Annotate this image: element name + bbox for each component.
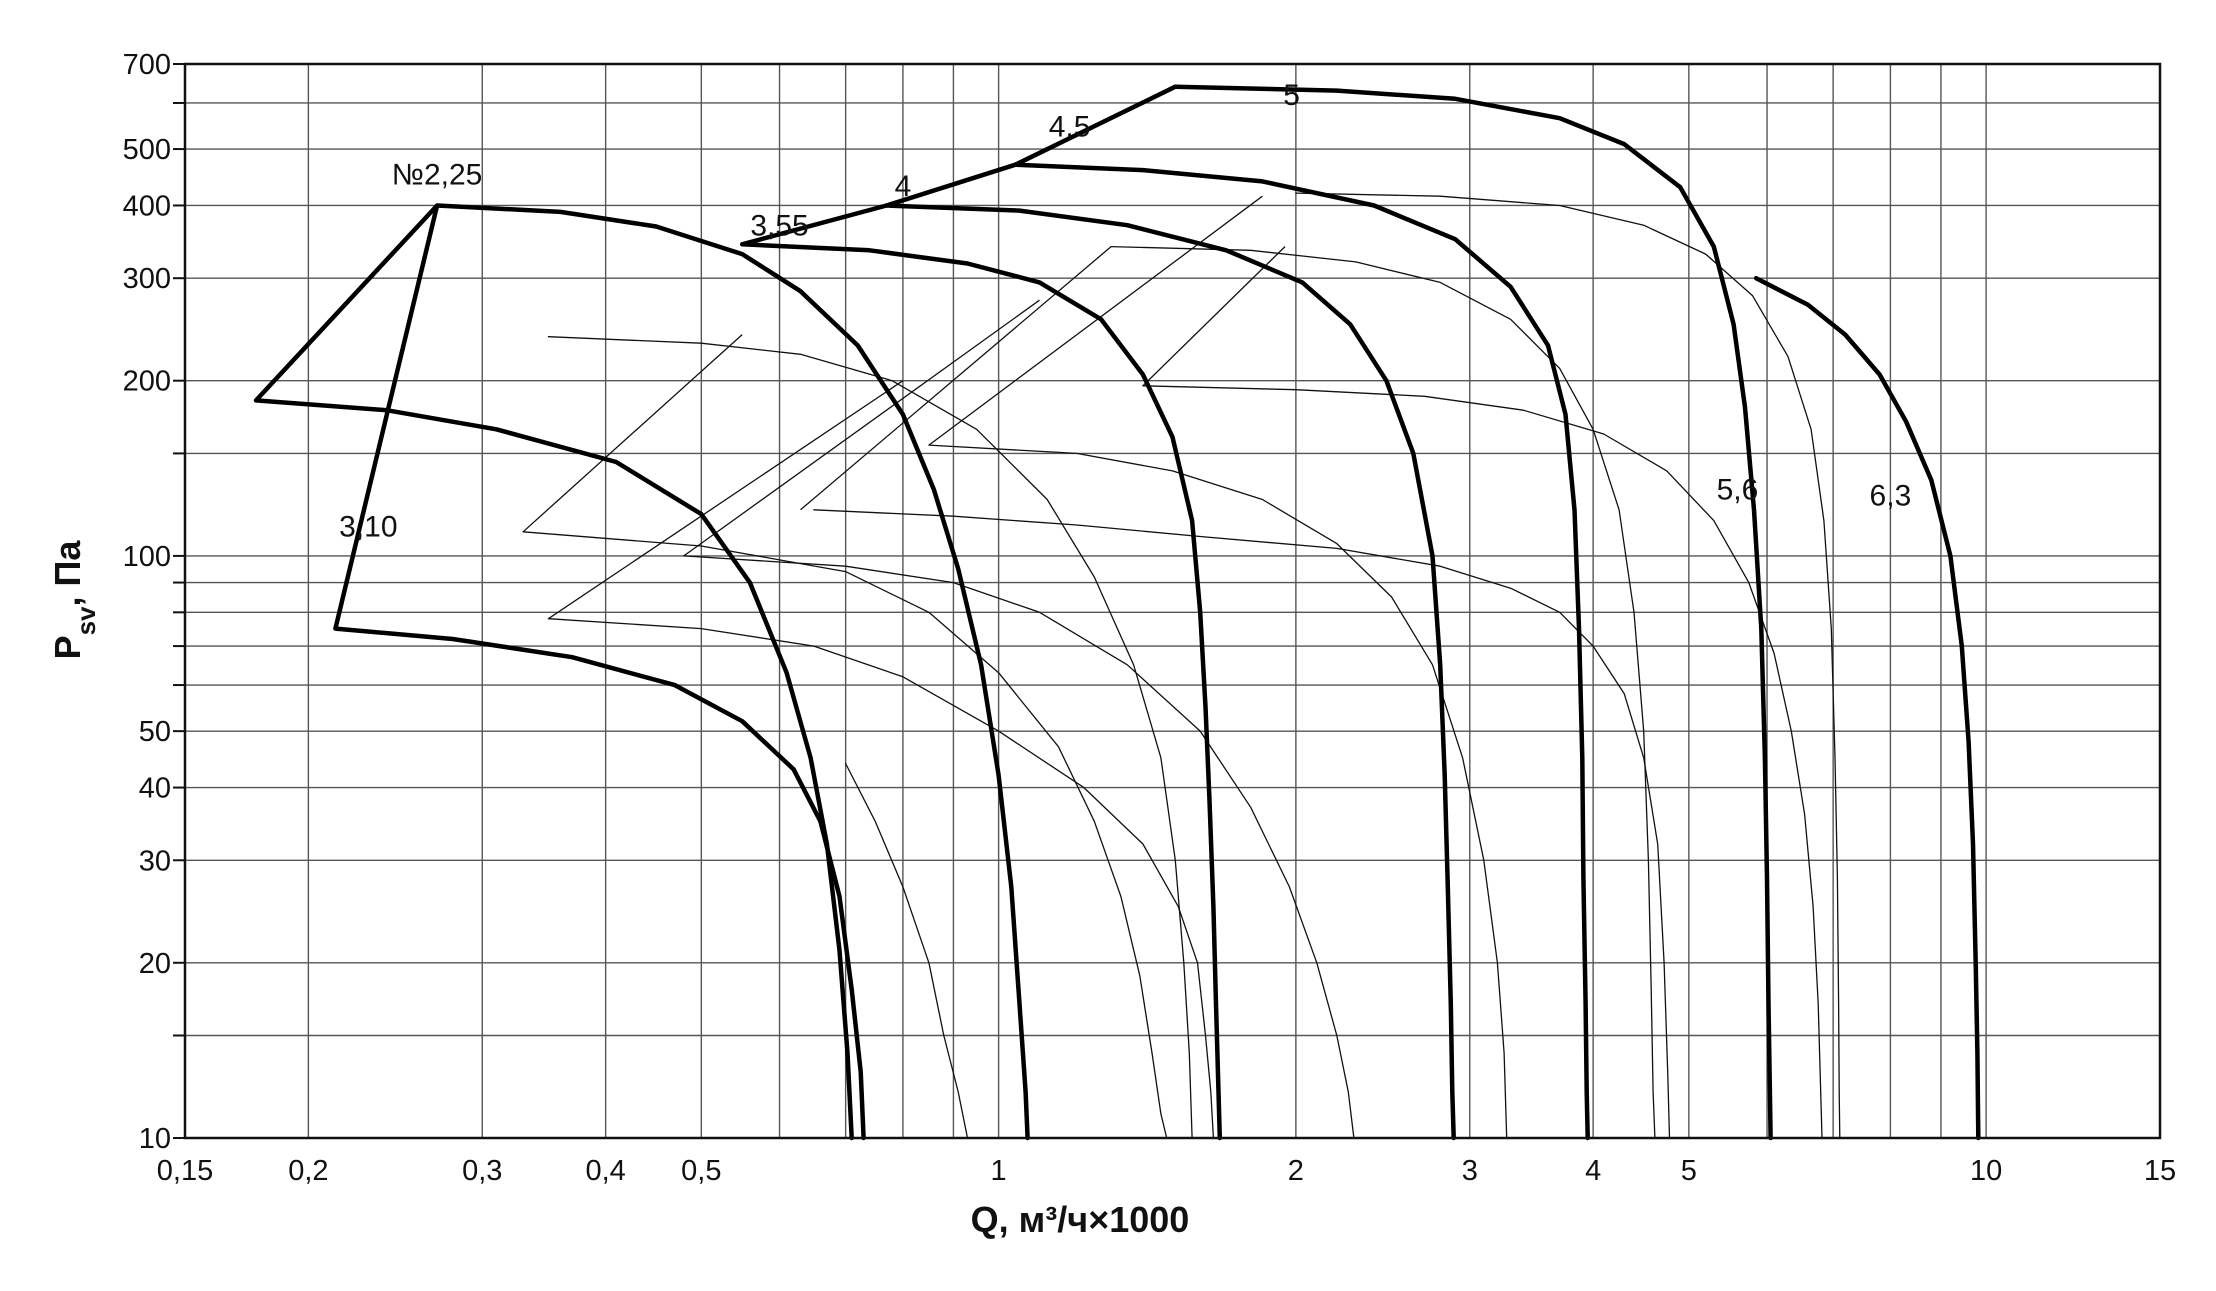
thin-connector-3 xyxy=(800,246,1112,511)
x-tick-label-8: 4 xyxy=(1585,1155,1601,1187)
thin-curve-12 xyxy=(683,555,1355,1139)
curve-label-3-55: 3,55 xyxy=(750,210,808,243)
bold-connector-0 xyxy=(333,204,440,630)
curve-labels: 3,10 №2,25 3,55 4 4,5 5 5,6 6,3 xyxy=(339,79,1911,543)
plot-frame xyxy=(183,62,2162,1140)
thin-curve-9 xyxy=(522,531,1168,1139)
bold-connector-2 xyxy=(741,84,1177,247)
thin-curve-14 xyxy=(1110,245,1656,1139)
y-tick-label-5: 100 xyxy=(123,541,171,573)
fan-curve-4-5 xyxy=(884,203,1456,1141)
x-axis-title: Q, м³/ч×1000 xyxy=(971,1199,1190,1240)
y-tick-label-9: 500 xyxy=(123,134,171,166)
fan-curve-4 xyxy=(739,242,1223,1141)
thin-connector-5 xyxy=(1142,246,1286,387)
fan-curve--2-25 xyxy=(253,398,854,1141)
thin-connector-0 xyxy=(522,334,743,533)
y-tick-label-4: 50 xyxy=(139,716,171,748)
x-tick-label-0: 0,15 xyxy=(157,1155,213,1187)
y-axis-subscript: sv xyxy=(71,606,101,635)
thin-curve-11 xyxy=(547,618,1215,1139)
thin-connector-4 xyxy=(928,195,1263,446)
y-axis-unit: , Па xyxy=(47,540,88,607)
x-tick-label-2: 0,3 xyxy=(462,1155,502,1187)
x-tick-label-7: 3 xyxy=(1462,1155,1478,1187)
bold-connector-1 xyxy=(254,203,439,402)
y-tick-label-7: 300 xyxy=(123,263,171,295)
y-axis-symbol: P xyxy=(47,635,88,659)
thin-curve-10 xyxy=(547,336,1193,1139)
fan-curve-3-10 xyxy=(333,626,866,1141)
thin-connector-1 xyxy=(548,380,904,620)
fan-curve-5-6 xyxy=(1173,84,1773,1141)
y-tick-label-8: 400 xyxy=(123,190,171,222)
x-tick-label-3: 0,4 xyxy=(585,1155,625,1187)
x-tick-label-6: 2 xyxy=(1288,1155,1304,1187)
grid xyxy=(173,63,2161,1139)
curve-label-5: 5 xyxy=(1283,79,1300,112)
fan-curve-3-55 xyxy=(434,203,1030,1141)
thin-curve-16 xyxy=(1295,192,1841,1139)
y-tick-label-0: 10 xyxy=(139,1123,171,1155)
bold-curves xyxy=(253,84,1981,1141)
x-tick-label-11: 15 xyxy=(2144,1155,2176,1187)
fan-curve-5 xyxy=(1013,162,1590,1141)
curve-label--2-25: №2,25 xyxy=(392,158,483,191)
thin-curve-13 xyxy=(928,444,1508,1139)
thin-curve-17 xyxy=(1142,385,1823,1139)
x-tick-label-4: 0,5 xyxy=(681,1155,721,1187)
curve-label-5-6: 5,6 xyxy=(1717,474,1759,507)
y-axis-title: Psv, Па xyxy=(47,540,101,660)
y-tick-label-3: 40 xyxy=(139,773,171,805)
curve-label-4-5: 4,5 xyxy=(1049,111,1091,144)
x-tick-label-9: 5 xyxy=(1681,1155,1697,1187)
x-tick-label-10: 10 xyxy=(1970,1155,2002,1187)
fan-curve-6-3 xyxy=(1753,275,1981,1141)
y-tick-label-1: 20 xyxy=(139,948,171,980)
y-tick-label-6: 200 xyxy=(123,366,171,398)
thin-connector-2 xyxy=(683,299,1040,557)
thin-curve-15 xyxy=(813,509,1671,1139)
x-tick-label-5: 1 xyxy=(991,1155,1007,1187)
curve-label-3-10: 3,10 xyxy=(339,510,397,543)
tick-labels: 0,15 0,2 0,3 0,4 0,5 1 2 3 4 5 10 15 10 20 30 40 50 100 20… xyxy=(123,49,2177,1187)
curve-label-6-3: 6,3 xyxy=(1870,480,1912,513)
thin-curve-8 xyxy=(844,762,969,1139)
y-tick-label-10: 700 xyxy=(123,49,171,81)
curve-label-4: 4 xyxy=(895,170,912,203)
thin-curves xyxy=(522,192,1841,1139)
y-tick-label-2: 30 xyxy=(139,845,171,877)
x-tick-label-1: 0,2 xyxy=(288,1155,328,1187)
